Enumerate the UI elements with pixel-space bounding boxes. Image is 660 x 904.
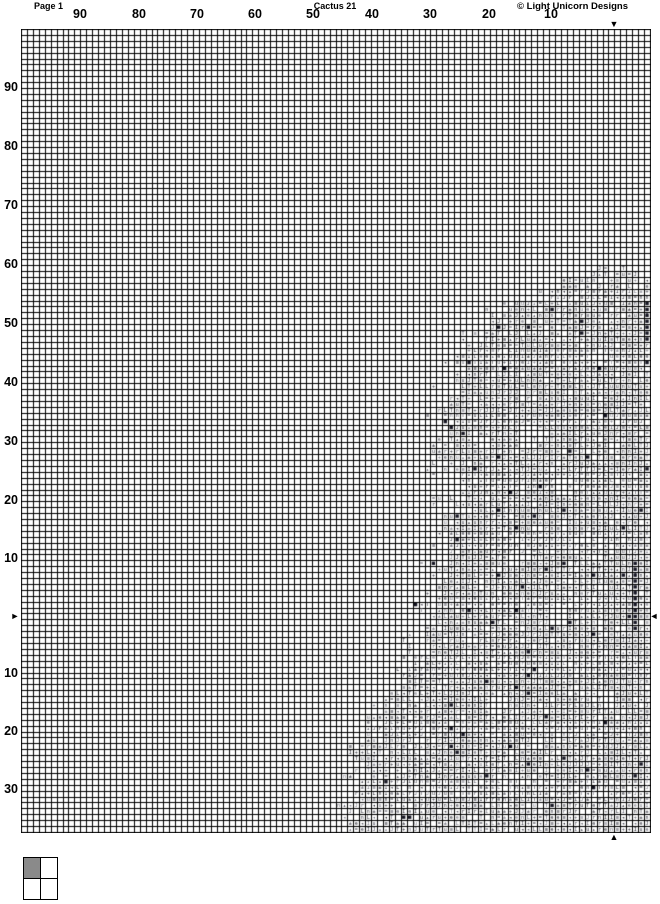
center-row-marker-left: ► bbox=[10, 611, 20, 621]
row-tick: 80 bbox=[4, 139, 18, 153]
row-tick: 30 bbox=[4, 434, 18, 448]
column-tick: 10 bbox=[544, 7, 558, 21]
column-tick: 30 bbox=[423, 7, 437, 21]
column-tick: 90 bbox=[73, 7, 87, 21]
column-tick: 50 bbox=[306, 7, 320, 21]
center-column-marker-top: ▼ bbox=[609, 19, 619, 29]
row-tick: 30 bbox=[4, 782, 18, 796]
column-tick: 20 bbox=[482, 7, 496, 21]
page-number-label: Page 1 bbox=[34, 1, 64, 11]
stitch-grid-canvas bbox=[21, 29, 651, 833]
row-tick: 50 bbox=[4, 316, 18, 330]
pattern-title: Cactus 21 bbox=[313, 1, 357, 11]
row-tick: 10 bbox=[4, 551, 18, 565]
column-tick: 70 bbox=[190, 7, 204, 21]
column-tick: 60 bbox=[248, 7, 262, 21]
copyright-label: © Light Unicorn Designs bbox=[517, 1, 628, 12]
row-tick: 40 bbox=[4, 375, 18, 389]
row-tick: 60 bbox=[4, 257, 18, 271]
row-tick: 20 bbox=[4, 493, 18, 507]
column-tick: 40 bbox=[365, 7, 379, 21]
row-tick: 10 bbox=[4, 666, 18, 680]
center-row-marker-right: ◄ bbox=[649, 611, 659, 621]
color-legend bbox=[23, 857, 58, 900]
legend-cell-filled bbox=[23, 857, 41, 879]
row-tick: 20 bbox=[4, 724, 18, 738]
legend-cell-empty bbox=[40, 878, 58, 900]
legend-cell-empty bbox=[23, 878, 41, 900]
legend-cell-empty bbox=[40, 857, 58, 879]
row-tick: 70 bbox=[4, 198, 18, 212]
center-column-marker-bottom: ▲ bbox=[609, 832, 619, 842]
column-tick: 80 bbox=[132, 7, 146, 21]
row-tick: 90 bbox=[4, 80, 18, 94]
